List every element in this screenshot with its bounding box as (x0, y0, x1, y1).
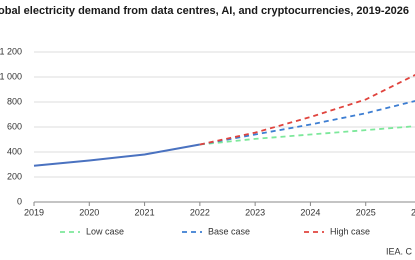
series-line (33, 143, 201, 167)
y-tick-label: 200 (7, 171, 22, 181)
legend-label: Base case (208, 226, 250, 236)
x-tick-label: 2019 (24, 207, 44, 217)
x-tick-label: 2023 (245, 207, 265, 217)
source-note: IEA. C (386, 246, 413, 256)
series-line (199, 100, 415, 146)
chart-title: obal electricity demand from data centre… (0, 5, 409, 17)
y-tick-label: 400 (7, 146, 22, 156)
x-tick-label: 2025 (356, 207, 376, 217)
series-line (199, 73, 415, 146)
x-tick-label: 2020 (79, 207, 99, 217)
y-tick-label: 800 (7, 96, 22, 106)
x-tick-label: 2024 (300, 207, 320, 217)
series-line (199, 125, 415, 146)
legend-label: High case (330, 226, 370, 236)
x-tick-label: 2022 (190, 207, 210, 217)
y-tick-label: 0 (17, 196, 22, 206)
x-tick-label: 2026 (411, 207, 415, 217)
y-tick-label: 1 200 (0, 46, 22, 56)
legend-label: Low case (86, 226, 124, 236)
y-tick-label: 600 (7, 121, 22, 131)
x-tick-label: 2021 (135, 207, 155, 217)
y-tick-label: 1 000 (0, 71, 22, 81)
